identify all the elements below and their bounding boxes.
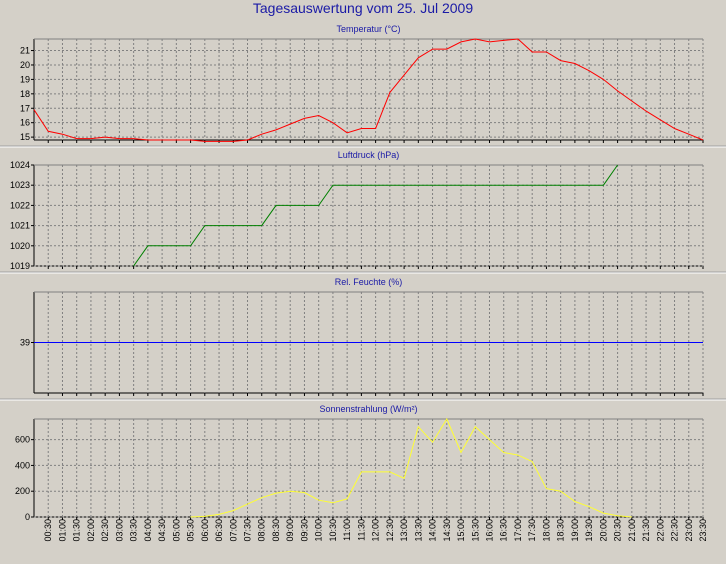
x-tick-label: 05:30	[186, 519, 196, 542]
x-tick-label: 04:00	[143, 519, 153, 542]
series-line	[190, 417, 632, 518]
x-tick-label: 19:00	[570, 519, 580, 542]
x-tick-label: 00:30	[43, 519, 53, 542]
x-tick-label: 12:00	[371, 519, 381, 542]
x-tick-label: 03:00	[114, 519, 124, 542]
x-tick-label: 01:00	[58, 519, 68, 542]
x-tick-label: 11:00	[342, 519, 352, 541]
x-tick-label: 19:30	[584, 519, 594, 542]
x-tick-label: 06:00	[200, 519, 210, 542]
x-tick-label: 22:00	[655, 519, 665, 542]
x-tick-label: 09:00	[285, 519, 295, 542]
x-tick-label: 16:00	[485, 519, 495, 542]
y-tick-label: 17	[20, 103, 30, 113]
series-line	[133, 164, 619, 267]
y-tick-label: 21	[20, 46, 30, 56]
chart-title: Sonnenstrahlung (W/m²)	[319, 404, 417, 414]
x-tick-label: 14:00	[428, 519, 438, 542]
x-tick-label: 08:30	[271, 519, 281, 542]
chart-panel-3: Rel. Feuchte (%) 39	[0, 277, 726, 401]
y-tick-label: 1019	[10, 261, 30, 271]
x-tick-label: 02:00	[86, 519, 96, 542]
y-tick-label: 1024	[10, 160, 30, 170]
x-tick-label: 17:00	[513, 519, 523, 542]
x-tick-label: 14:30	[442, 519, 452, 542]
y-tick-label: 600	[15, 435, 30, 445]
x-tick-label: 18:00	[541, 519, 551, 542]
x-tick-label: 16:30	[499, 519, 509, 542]
y-tick-label: 1021	[10, 221, 30, 231]
x-tick-label: 01:30	[72, 519, 82, 542]
x-tick-label: 22:30	[670, 519, 680, 542]
x-tick-label: 23:00	[684, 519, 694, 542]
x-tick-label: 04:30	[157, 519, 167, 542]
y-tick-label: 20	[20, 60, 30, 70]
x-tick-label: 05:00	[171, 519, 181, 542]
x-tick-label: 03:30	[129, 519, 139, 542]
x-axis: 00:30 01:00 01:30 02:00 02:30 03:00 03:30 04:00…	[43, 519, 708, 542]
x-tick-label: 21:00	[627, 519, 637, 542]
x-tick-label: 20:30	[613, 519, 623, 542]
y-tick-label: 1022	[10, 200, 30, 210]
x-tick-label: 09:30	[299, 519, 309, 542]
chart-title: Luftdruck (hPa)	[338, 150, 400, 160]
x-tick-label: 18:30	[556, 519, 566, 542]
y-tick-label: 39	[20, 338, 30, 348]
y-tick-label: 18	[20, 89, 30, 99]
x-tick-label: 13:30	[413, 519, 423, 542]
x-tick-label: 08:00	[257, 519, 267, 542]
x-tick-label: 11:30	[356, 519, 366, 541]
page-title: Tagesauswertung vom 25. Jul 2009	[252, 0, 474, 16]
y-tick-label: 200	[15, 486, 30, 496]
x-tick-label: 15:00	[456, 519, 466, 542]
series-line	[33, 38, 704, 142]
chart-panel-1: Temperatur (°C) 15 16 17 18 19 20 21	[0, 24, 726, 148]
chart-title: Rel. Feuchte (%)	[335, 277, 403, 287]
x-tick-label: 10:30	[328, 519, 338, 542]
chart-title: Temperatur (°C)	[336, 24, 400, 34]
x-tick-label: 15:30	[470, 519, 480, 542]
chart-panels: Temperatur (°C) 15 16 17 18 19 20 21 Luftdruck (…	[0, 24, 726, 522]
x-tick-label: 23:30	[698, 519, 708, 542]
y-tick-label: 15	[20, 132, 30, 142]
y-tick-label: 0	[25, 512, 30, 522]
x-tick-label: 10:00	[314, 519, 324, 542]
x-tick-label: 07:30	[243, 519, 253, 542]
x-tick-label: 02:30	[100, 519, 110, 542]
chart-panel-4: Sonnenstrahlung (W/m²) 0 200 400 600	[15, 404, 704, 522]
y-tick-label: 1023	[10, 180, 30, 190]
x-tick-label: 21:30	[641, 519, 651, 542]
x-tick-label: 20:00	[598, 519, 608, 542]
chart-panel-2: Luftdruck (hPa) 1019 1020 1021 1022 1023 1024	[0, 150, 726, 274]
y-tick-label: 1020	[10, 241, 30, 251]
x-tick-label: 06:30	[214, 519, 224, 542]
x-tick-label: 17:30	[527, 519, 537, 542]
y-tick-label: 400	[15, 460, 30, 470]
x-tick-label: 07:00	[228, 519, 238, 542]
y-tick-label: 19	[20, 74, 30, 84]
x-tick-label: 13:00	[399, 519, 409, 542]
x-tick-label: 12:30	[385, 519, 395, 542]
y-tick-label: 16	[20, 118, 30, 128]
